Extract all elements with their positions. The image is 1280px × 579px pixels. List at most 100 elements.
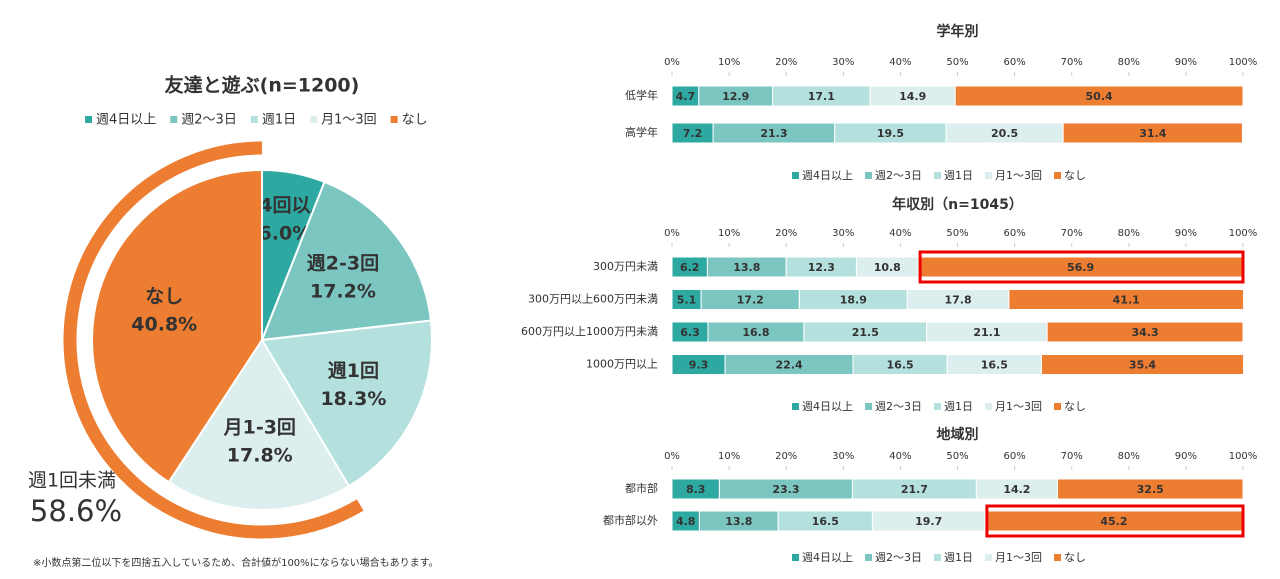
value-label: 4.8 [676,515,696,528]
legend-swatch [934,554,941,561]
x-tick-label: 90% [1175,57,1197,68]
value-label: 16.8 [742,326,769,339]
value-label: 18.9 [840,294,867,307]
value-label: 12.9 [722,90,749,103]
legend-label: 週1日 [944,400,973,413]
x-tick-label: 90% [1175,451,1197,462]
legend-label: なし [1064,400,1086,413]
x-tick-label: 0% [664,228,680,239]
x-tick-label: 30% [832,451,854,462]
x-tick-label: 10% [718,228,740,239]
slice-label: 週2-3回 [307,252,379,274]
legend-swatch [792,172,799,179]
chart-title: 学年別 [937,23,979,40]
value-label: 21.1 [973,326,1000,339]
value-label: 9.3 [689,359,709,372]
bar-segment [1008,289,1245,310]
legend-label: 週4日以上 [802,551,853,564]
value-label: 8.3 [686,483,706,496]
legend-swatch [792,554,799,561]
value-label: 14.9 [899,90,926,103]
legend-label: 週1日 [944,169,973,182]
x-tick-label: 80% [1118,57,1140,68]
footnote: ※小数点第二位以下を四捨五入しているため、合計値が100%にならない場合もありま… [33,556,439,569]
value-label: 16.5 [812,515,839,528]
slice-label: 月1-3回 [223,416,296,438]
legend-swatch [792,403,799,410]
category-label: 300万円未満 [593,260,658,273]
x-tick-label: 70% [1061,451,1083,462]
legend-swatch [985,403,992,410]
value-label: 16.5 [887,359,914,372]
x-tick-label: 10% [718,451,740,462]
bar-segment [1046,321,1244,343]
category-label: 都市部以外 [603,513,658,527]
value-label: 23.3 [772,483,799,496]
legend-label: なし [402,113,428,128]
slice-label: 週1回 [328,360,379,382]
legend-swatch [934,403,941,410]
legend-label: 月1〜3回 [321,113,377,128]
value-label: 10.8 [874,261,901,274]
value-label: 5.1 [677,294,697,307]
legend-swatch [85,116,92,123]
legend-label: 週2〜3日 [875,169,922,182]
bar-segment [1056,478,1244,500]
annotation-label: 週1回未満 [28,470,116,492]
pie-slice [260,319,433,488]
x-tick-label: 10% [718,57,740,68]
highlight-box [985,504,1245,538]
value-label: 17.8 [945,294,972,307]
legend-label: 週2〜3日 [181,113,237,128]
x-tick-label: 30% [832,228,854,239]
value-label: 6.2 [680,261,700,274]
legend-label: 週1日 [262,113,296,128]
value-label: 22.4 [775,359,802,372]
value-label: 13.8 [733,261,760,274]
x-tick-label: 30% [832,57,854,68]
category-label: 都市部 [625,481,658,495]
highlight-box [918,250,1245,284]
value-label: 19.7 [915,515,942,528]
value-label: 12.3 [808,261,835,274]
value-label: 6.3 [680,326,700,339]
pie-slice [91,168,263,484]
pie-slice [260,180,432,342]
slice-value: 6.0% [259,222,312,244]
legend-swatch [390,116,398,123]
x-tick-label: 70% [1061,228,1083,239]
x-tick-label: 20% [775,228,797,239]
value-label: 50.4 [1086,90,1113,103]
legend-swatch [310,116,318,123]
category-label: 1000万円以上 [586,358,658,371]
legend-swatch [865,554,872,561]
legend-label: 週1日 [944,551,973,564]
value-label: 17.2 [737,294,764,307]
value-label: 21.5 [852,326,879,339]
legend-swatch [865,403,872,410]
bar-segment [1062,122,1243,144]
value-label: 20.5 [991,127,1018,140]
legend-swatch [985,554,992,561]
x-tick-label: 50% [946,57,968,68]
value-label: 13.8 [725,515,752,528]
legend-swatch [1054,172,1061,179]
value-label: 19.5 [877,127,904,140]
legend-label: 週4日以上 [802,400,853,413]
legend-label: 月1〜3回 [995,169,1042,182]
x-tick-label: 50% [946,451,968,462]
value-label: 7.2 [683,127,703,140]
legend-swatch [1054,403,1061,410]
x-tick-label: 70% [1061,57,1083,68]
x-tick-label: 60% [1003,57,1025,68]
pie-title: 友達と遊ぶ(n=1200) [165,74,360,97]
category-label: 600万円以上1000万円未満 [521,325,658,338]
legend-label: なし [1064,551,1086,564]
chart-title: 年収別（n=1045） [892,196,1023,213]
annotation-value: 58.6% [30,494,122,528]
value-label: 45.2 [1100,515,1127,528]
x-tick-label: 0% [664,451,680,462]
bar-segment [954,85,1244,107]
x-tick-label: 40% [889,57,911,68]
value-label: 14.2 [1003,483,1030,496]
